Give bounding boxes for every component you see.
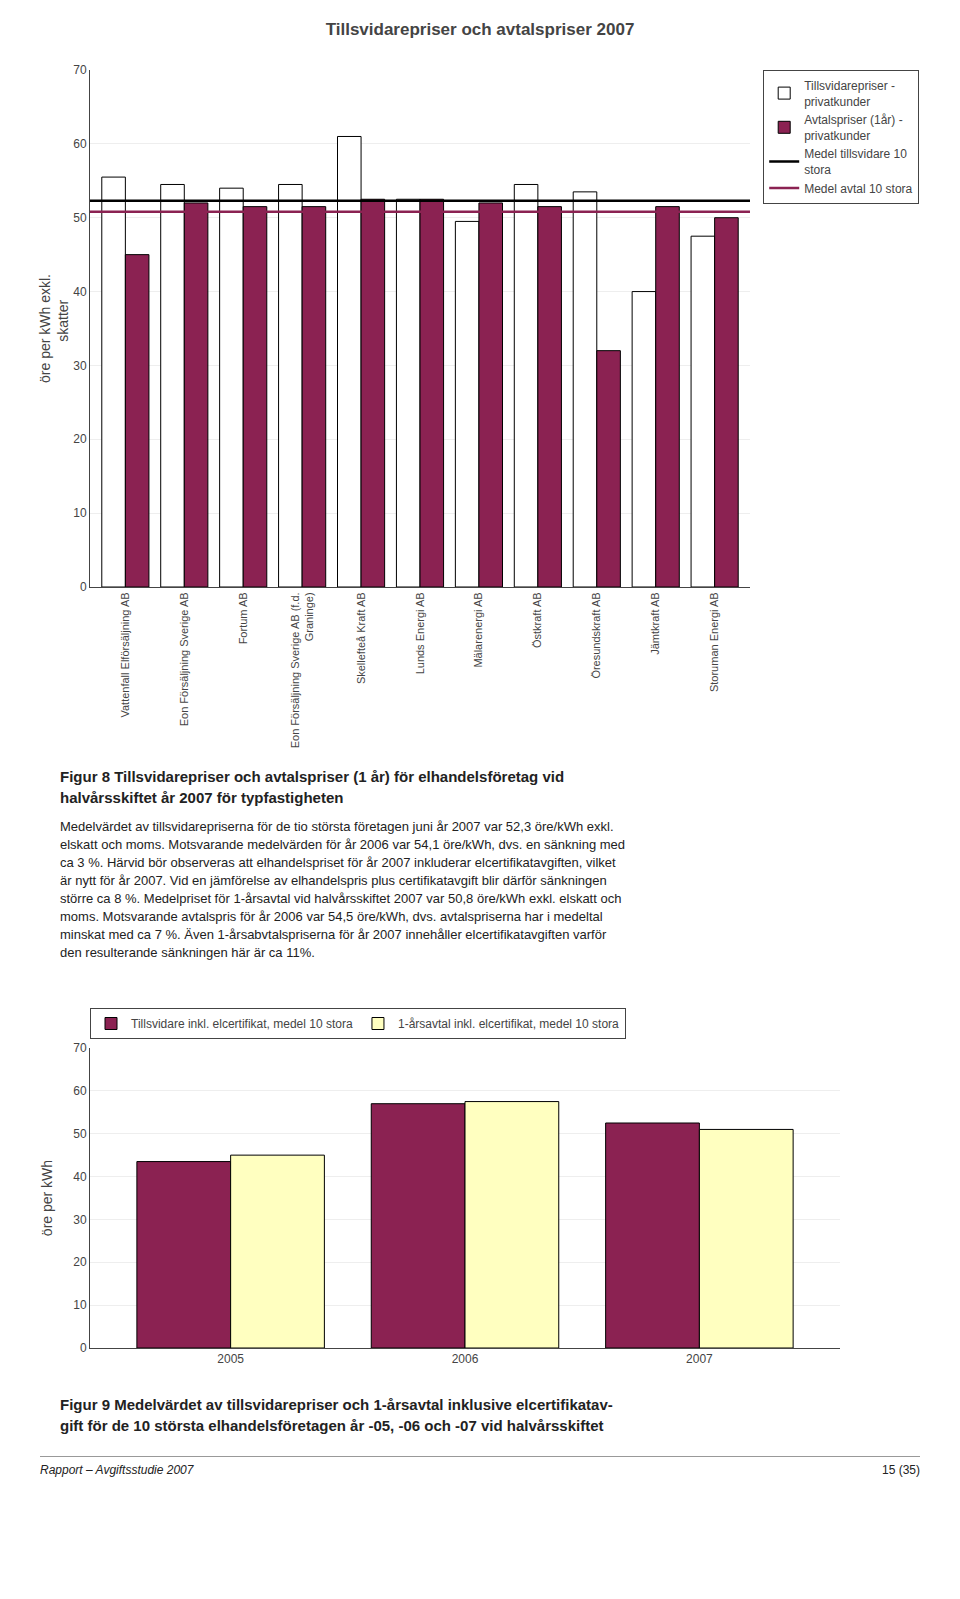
svg-text:öre per kWh: öre per kWh <box>39 1160 55 1236</box>
svg-text:20: 20 <box>73 1255 87 1269</box>
svg-text:40: 40 <box>73 285 87 299</box>
html-text:är nytt för år 2007. Vid en jä: är nytt för år 2007. Vid en jämförelse a… <box>60 873 607 888</box>
html-text:moms. Motsvarande avtalspris f: moms. Motsvarande avtalspris för år 2006… <box>60 909 603 924</box>
svg-text:50: 50 <box>73 211 87 225</box>
svg-text:Östkraft AB: Östkraft AB <box>531 592 543 648</box>
svg-text:Avtalspriser (1år) -privatkund: Avtalspriser (1år) -privatkunder <box>804 113 902 143</box>
html-text:halvårsskiftet år 2007 för typ: halvårsskiftet år 2007 för typfastighete… <box>60 789 344 806</box>
html-text:Rapport – Avgiftsstudie 2007: Rapport – Avgiftsstudie 2007 <box>40 1463 194 1477</box>
svg-text:20: 20 <box>73 432 87 446</box>
svg-text:60: 60 <box>73 137 87 151</box>
html-text:minskat med ca 7 %. Även 1-års: minskat med ca 7 %. Även 1-årsabvtalspri… <box>60 927 607 942</box>
html-text:Medelvärdet av tillsvidarepris: Medelvärdet av tillsvidarepriserna för d… <box>60 819 614 834</box>
svg-text:öre per kWh exkl. skatter: öre per kWh exkl. skatter <box>37 274 71 383</box>
svg-text:Mälarenergi AB: Mälarenergi AB <box>473 592 485 667</box>
svg-text:Storuman Energi AB: Storuman Energi AB <box>708 592 720 692</box>
html-text:Figur 8 Tillsvidarepriser och: Figur 8 Tillsvidarepriser och avtalspris… <box>60 768 565 785</box>
svg-text:Fortum AB: Fortum AB <box>237 592 249 644</box>
svg-text:Vattenfall Elförsäljning AB: Vattenfall Elförsäljning AB <box>119 592 131 717</box>
svg-text:0: 0 <box>80 1341 87 1355</box>
svg-text:30: 30 <box>73 359 87 373</box>
svg-text:70: 70 <box>73 1041 87 1055</box>
svg-text:Jämtkraft AB: Jämtkraft AB <box>649 592 661 654</box>
svg-text:Medel avtal 10 stora: Medel avtal 10 stora <box>804 182 912 196</box>
html-text:ca 3 %. Härvid bör observeras: ca 3 %. Härvid bör observeras att elhand… <box>60 855 616 870</box>
svg-text:Tillsvidarepriser -privatkunde: Tillsvidarepriser -privatkunder <box>804 79 895 109</box>
svg-text:1-årsavtal inkl. elcertifikat,: 1-årsavtal inkl. elcertifikat, medel 10 … <box>398 1017 619 1031</box>
svg-text:2005: 2005 <box>217 1352 244 1366</box>
svg-text:Tillsvidare inkl. elcertifikat: Tillsvidare inkl. elcertifikat, medel 10… <box>131 1017 353 1031</box>
svg-text:50: 50 <box>73 1127 87 1141</box>
svg-text:Eon Försäljning Sverige AB (f.: Eon Försäljning Sverige AB (f.d.Graninge… <box>289 592 315 748</box>
svg-text:Skellefteå Kraft AB: Skellefteå Kraft AB <box>355 592 367 684</box>
svg-text:10: 10 <box>73 1298 87 1312</box>
html-text:elskatt och moms. Motsvarande: elskatt och moms. Motsvarande medelvärde… <box>60 837 626 852</box>
svg-text:Eon Försäljning Sverige AB: Eon Försäljning Sverige AB <box>178 592 190 726</box>
svg-text:2006: 2006 <box>452 1352 479 1366</box>
html-text:större ca 8 %. Medelpriset för: större ca 8 %. Medelpriset för 1-årsavta… <box>60 891 622 906</box>
svg-text:2007: 2007 <box>686 1352 713 1366</box>
svg-text:Medel tillsvidare 10stora: Medel tillsvidare 10stora <box>804 147 907 177</box>
svg-text:Lunds Energi AB: Lunds Energi AB <box>414 592 426 674</box>
svg-text:0: 0 <box>80 580 87 594</box>
svg-text:60: 60 <box>73 1084 87 1098</box>
svg-text:Öresundskraft AB: Öresundskraft AB <box>590 592 602 678</box>
svg-text:40: 40 <box>73 1170 87 1184</box>
html-text:15 (35): 15 (35) <box>882 1463 920 1477</box>
html-text:gift för de 10 största elhande: gift för de 10 största elhandelsföretage… <box>60 1417 604 1434</box>
svg-text:10: 10 <box>73 506 87 520</box>
svg-text:70: 70 <box>73 63 87 77</box>
html-text:Figur 9 Medelvärdet av tillsvi: Figur 9 Medelvärdet av tillsvidarepriser… <box>60 1396 613 1413</box>
svg-text:30: 30 <box>73 1213 87 1227</box>
html-text:den resulterande sänkningen hä: den resulterande sänkningen här är ca 11… <box>60 945 315 960</box>
svg-text:Tillsvidarepriser och avtalspr: Tillsvidarepriser och avtalspriser 2007 <box>326 20 635 39</box>
